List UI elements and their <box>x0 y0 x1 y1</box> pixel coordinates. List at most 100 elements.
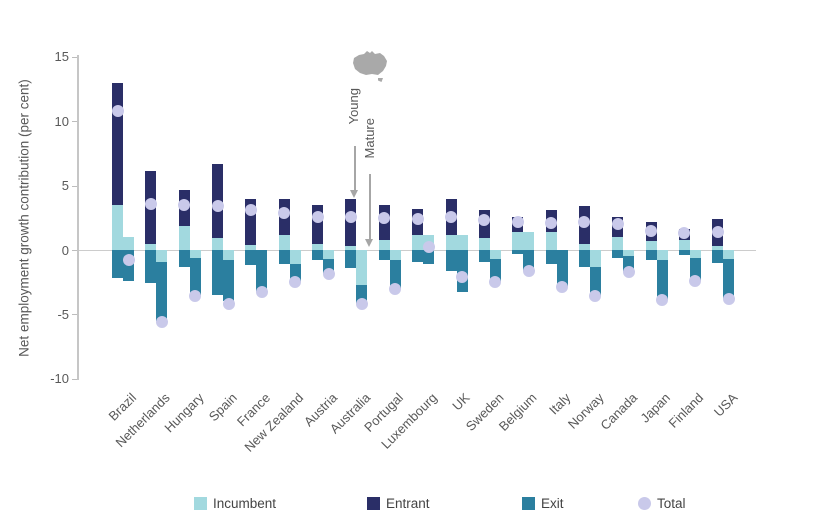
total-dot-young <box>111 105 124 117</box>
total-dot-young <box>645 224 658 237</box>
total-dot-mature <box>489 276 502 289</box>
bar-incumbent-young <box>578 243 590 250</box>
bar-incumbent-mature <box>123 237 134 250</box>
annotation-mature-label: Mature <box>362 118 377 159</box>
total-dot-young <box>478 214 491 227</box>
bar-incumbent-mature <box>489 250 501 259</box>
bar-incumbent-mature <box>323 250 335 259</box>
bar-incumbent-mature <box>356 250 368 285</box>
bar-incumbent-mature <box>589 250 601 267</box>
bar-exit-mature <box>289 264 301 283</box>
mature-arrow-head-icon <box>365 239 373 247</box>
legend-swatch-incumbent <box>194 497 207 510</box>
total-dot-mature <box>689 274 702 287</box>
legend-label: Exit <box>541 496 564 511</box>
bar-exit-young <box>578 250 590 267</box>
bar-exit-young <box>112 250 123 279</box>
total-dot-young <box>411 213 424 226</box>
legend-swatch-entrant <box>367 497 380 510</box>
total-dot-young <box>611 218 624 231</box>
total-dot-mature <box>589 290 602 303</box>
young-arrow-head-icon <box>350 190 358 198</box>
total-dot-mature <box>389 282 402 295</box>
map-of-australia-icon <box>353 51 387 82</box>
bar-incumbent-young <box>545 231 557 250</box>
bar-exit-mature <box>689 257 701 281</box>
bar-exit-mature <box>189 257 201 296</box>
bar-entrant-young <box>312 204 324 244</box>
bar-incumbent-young <box>478 238 490 250</box>
total-dot-mature <box>722 292 735 305</box>
x-axis-country-label: Italy <box>545 390 574 418</box>
bar-exit-young <box>612 250 624 258</box>
x-axis-country-label: Finland <box>665 390 707 431</box>
bar-exit-mature <box>556 250 568 288</box>
y-axis-tickmark <box>72 56 77 58</box>
bar-exit-mature <box>356 284 368 305</box>
bar-exit-mature <box>489 259 501 283</box>
bar-exit-young <box>178 250 190 267</box>
bar-exit-young <box>445 250 457 271</box>
bar-exit-young <box>545 250 557 265</box>
y-axis-tickmark <box>72 250 77 251</box>
bar-incumbent-young <box>378 239 390 250</box>
total-dot-mature <box>155 316 168 329</box>
bar-exit-mature <box>256 250 268 293</box>
bar-exit-young <box>478 250 490 262</box>
bar-exit-mature <box>156 261 168 321</box>
y-axis-line <box>77 55 79 380</box>
total-dot-mature <box>222 298 235 311</box>
y-axis-tick-label: 5 <box>61 178 69 194</box>
bar-incumbent-mature <box>389 250 401 261</box>
y-axis-tickmark <box>72 378 77 380</box>
bar-incumbent-mature <box>289 250 301 265</box>
legend-item-incumbent: Incumbent <box>194 496 276 511</box>
total-dot-mature <box>422 241 435 254</box>
bar-incumbent-young <box>445 234 457 250</box>
bar-incumbent-young <box>645 240 657 250</box>
bar-incumbent-young <box>212 238 224 250</box>
total-dot-mature <box>456 271 468 284</box>
bar-exit-young <box>678 250 690 256</box>
total-dot-young <box>278 206 291 219</box>
bar-incumbent-mature <box>523 231 535 250</box>
bar-incumbent-young <box>278 234 290 250</box>
bar-exit-mature <box>323 259 335 275</box>
total-dot-young <box>711 225 724 238</box>
total-dot-young <box>311 210 324 223</box>
total-dot-young <box>244 204 257 217</box>
total-dot-young <box>344 210 357 223</box>
bar-exit-young <box>312 250 324 261</box>
bar-entrant-young <box>112 82 123 205</box>
y-axis-tick-label: 10 <box>54 113 69 129</box>
bar-exit-young <box>412 250 424 262</box>
total-dot-mature <box>522 264 535 277</box>
bar-incumbent-mature <box>189 250 201 258</box>
total-dot-mature <box>255 286 268 299</box>
bar-incumbent-young <box>612 237 624 250</box>
bar-exit-mature <box>523 250 535 271</box>
total-dot-mature <box>355 298 368 311</box>
bar-incumbent-young <box>178 225 190 250</box>
bar-exit-mature <box>389 260 401 289</box>
bar-exit-young <box>278 250 290 265</box>
bar-exit-young <box>712 250 724 263</box>
y-axis-tick-label: 0 <box>61 242 69 258</box>
bar-exit-young <box>645 250 657 261</box>
bar-incumbent-mature <box>723 250 735 259</box>
legend-item-exit: Exit <box>522 496 564 511</box>
y-axis-tick-label: -5 <box>57 306 69 322</box>
bar-exit-mature <box>423 250 435 265</box>
total-dot-mature <box>622 265 635 278</box>
total-dot-mature <box>556 281 569 294</box>
bar-exit-mature <box>723 259 735 299</box>
total-dot-mature <box>656 294 669 307</box>
bar-exit-young <box>245 250 257 266</box>
bar-incumbent-young <box>678 239 690 250</box>
x-axis-country-label: USA <box>710 390 740 420</box>
bar-exit-young <box>212 250 224 296</box>
x-axis-country-label: UK <box>449 390 474 414</box>
bar-entrant-young <box>245 198 257 245</box>
young-arrow-line <box>354 146 356 190</box>
